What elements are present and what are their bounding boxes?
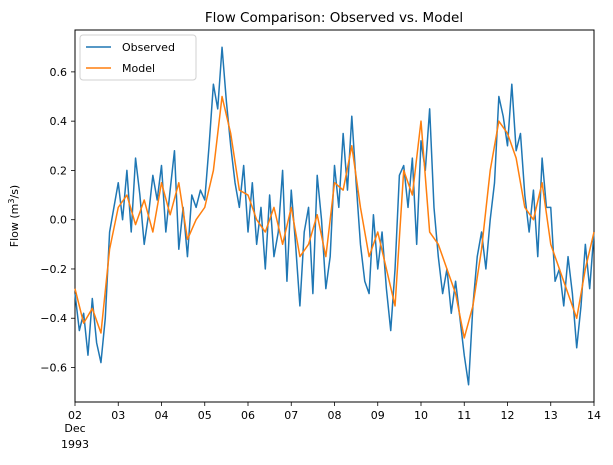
y-axis-ticks: −0.6 −0.4 −0.2 0.0 0.2 0.4 0.6 (40, 66, 75, 375)
x-tick-label: 12 (501, 409, 515, 422)
y-tick-label: 0.0 (50, 214, 68, 227)
x-tick-label: 13 (544, 409, 558, 422)
series-lines (74, 46, 595, 386)
chart-title: Flow Comparison: Observed vs. Model (205, 10, 463, 26)
x-axis-date-labels: Dec 1993 (61, 422, 89, 451)
x-year-label: 1993 (61, 438, 89, 451)
y-tick-label: −0.6 (40, 362, 67, 375)
x-tick-label: 08 (328, 409, 342, 422)
legend-label-observed: Observed (122, 41, 175, 54)
plot-area: −0.6−0.4−0.20.00.20.40.6 02 03 04 05 06 07 08 0… (40, 29, 601, 422)
x-month-label: Dec (64, 422, 85, 435)
y-axis-label-sup: 3 (7, 199, 16, 204)
y-tick-label: −0.4 (40, 312, 67, 325)
plot-frame (74, 29, 595, 403)
x-tick-label: 11 (457, 409, 471, 422)
x-tick-label: 09 (371, 409, 385, 422)
legend-label-model: Model (122, 62, 155, 75)
legend: Observed Model (79, 34, 197, 81)
x-tick-label: 04 (155, 409, 169, 422)
series-line-observed (74, 46, 595, 386)
x-tick-label: 10 (414, 409, 428, 422)
y-axis-label: Flow (m3/s) (7, 185, 22, 247)
y-tick-label: 0.6 (50, 66, 68, 79)
y-tick-label: 0.2 (50, 164, 68, 177)
y-axis-label-main: Flow (m (8, 204, 21, 248)
x-tick-label: 14 (587, 409, 601, 422)
y-tick-label: 0.4 (50, 115, 68, 128)
x-tick-label: 03 (111, 409, 125, 422)
y-tick-label: −0.2 (40, 263, 67, 276)
y-axis-label-tail: /s) (8, 185, 21, 199)
x-tick-label: 06 (241, 409, 255, 422)
x-tick-label: 05 (198, 409, 212, 422)
series-line-model (74, 95, 595, 339)
x-tick-label: 02 (68, 409, 82, 422)
x-tick-label: 07 (284, 409, 298, 422)
x-axis-ticks: 02 03 04 05 06 07 08 09 10 11 12 13 14 (68, 402, 601, 422)
